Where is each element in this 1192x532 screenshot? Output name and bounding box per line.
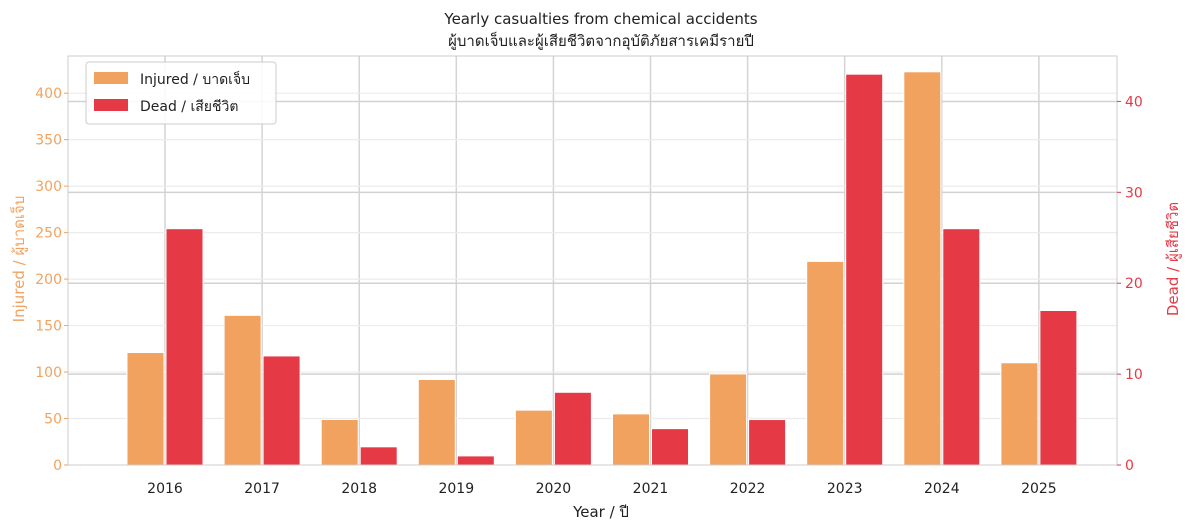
chart-subtitle: ผู้บาดเจ็บและผู้เสียชีวิตจากอุบัติภัยสาร… (448, 31, 754, 51)
x-axis-label: Year / ปี (572, 503, 629, 521)
y-axis-right-label: Dead / ผู้เสียชีวิต (1164, 202, 1182, 316)
bar-injured-2017 (223, 314, 262, 466)
bar-injured-2018 (320, 418, 359, 466)
x-tick-label: 2019 (438, 481, 474, 497)
x-tick-label: 2025 (1021, 481, 1057, 497)
y-axis-left-label: Injured / ผู้บาดเจ็บ (9, 196, 28, 323)
bar-injured-2023 (806, 260, 845, 466)
x-tick-label: 2022 (730, 481, 766, 497)
y-left-tick-label: 0 (53, 458, 62, 474)
x-tick-label: 2023 (827, 481, 863, 497)
y-right-tick-label: 0 (1125, 458, 1134, 474)
bars-layer (126, 71, 1078, 466)
bar-injured-2020 (514, 409, 553, 466)
bar-dead-2017 (262, 355, 301, 466)
y-left-tick-label: 100 (35, 365, 62, 381)
y-left-tick-label: 400 (35, 86, 62, 102)
y-left-tick-label: 150 (35, 319, 62, 335)
y-right-tick-label: 20 (1125, 276, 1143, 292)
bar-dead-2022 (748, 419, 787, 466)
x-tick-label: 2018 (341, 481, 377, 497)
y-right-tick-label: 40 (1125, 94, 1143, 110)
bar-injured-2025 (1000, 362, 1039, 466)
y-right-tick-label: 30 (1125, 185, 1143, 201)
bar-injured-2019 (417, 378, 456, 466)
legend-label-dead: Dead / เสียชีวิต (140, 99, 238, 115)
y-left-tick-label: 300 (35, 179, 62, 195)
bar-injured-2024 (903, 71, 942, 466)
bar-injured-2021 (612, 413, 650, 466)
legend: Injured / บาดเจ็บ Dead / เสียชีวิต (85, 61, 277, 125)
x-tick-label: 2017 (244, 481, 280, 497)
plot-frame (67, 55, 1118, 466)
bar-dead-2020 (553, 391, 592, 466)
axes-layer: 2016 2017 2018 2019 2020 2021 2022 2023 2024 2025… (35, 86, 1143, 497)
bar-injured-2016 (126, 352, 165, 466)
legend-swatch-dead (94, 99, 128, 111)
y-left-tick-label: 350 (35, 133, 62, 149)
y-right-tick-label: 10 (1125, 367, 1143, 383)
y-left-tick-label: 50 (44, 412, 62, 428)
x-tick-label: 2016 (147, 481, 183, 497)
bar-dead-2018 (359, 446, 398, 466)
chart-title: Yearly casualties from chemical accident… (443, 10, 757, 28)
bar-injured-2022 (709, 373, 748, 466)
y-left-tick-label: 250 (35, 226, 62, 242)
y-left-tick-label: 200 (35, 272, 62, 288)
bar-dead-2021 (651, 428, 689, 466)
bar-dead-2019 (456, 455, 495, 466)
legend-box (85, 61, 277, 125)
legend-swatch-injured (94, 72, 128, 84)
x-tick-label: 2024 (924, 481, 960, 497)
bar-dead-2024 (942, 228, 981, 466)
bar-dead-2016 (165, 228, 204, 466)
x-tick-label: 2020 (536, 481, 572, 497)
bar-dead-2025 (1039, 309, 1078, 466)
bar-dead-2023 (845, 73, 884, 466)
legend-label-injured: Injured / บาดเจ็บ (140, 70, 250, 88)
x-tick-label: 2021 (633, 481, 669, 497)
